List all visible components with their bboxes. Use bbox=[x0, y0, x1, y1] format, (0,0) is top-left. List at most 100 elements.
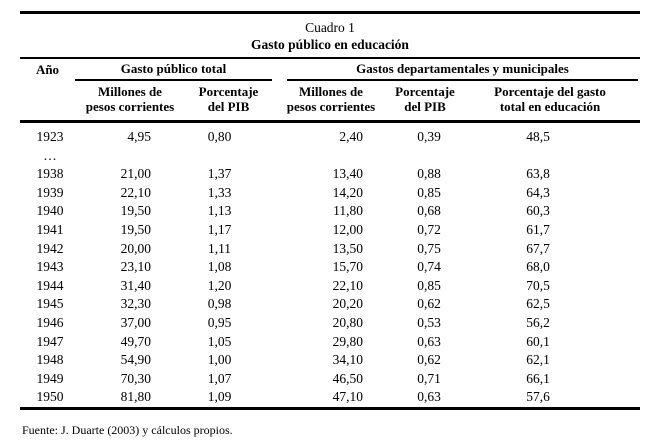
cell-dep-mun-millones: 15,70 bbox=[332, 259, 363, 275]
cell-year: 1943 bbox=[36, 259, 64, 275]
table-row: 1939 22,10 1,33 14,20 0,85 64,3 bbox=[20, 184, 640, 203]
cell-gasto-total-pib: 1,33 bbox=[207, 184, 232, 200]
table-row: … bbox=[20, 147, 640, 166]
cell-dep-mun-millones: 46,50 bbox=[332, 370, 363, 386]
cell-gasto-total-pib: 1,11 bbox=[207, 240, 232, 256]
cell-dep-mun-pib: 0,75 bbox=[417, 240, 441, 256]
cell-pct-gasto-educacion: 60,1 bbox=[526, 333, 550, 349]
column-header-year: Año bbox=[20, 59, 75, 123]
cell-gasto-total-millones bbox=[75, 147, 185, 166]
cell-pct-gasto-educacion: 61,7 bbox=[526, 221, 550, 237]
cell-year: 1950 bbox=[36, 389, 64, 405]
cell-gasto-total-pib: 1,20 bbox=[207, 277, 232, 293]
cell-gasto-total-millones: 19,50 bbox=[120, 221, 151, 237]
source-note: Fuente: J. Duarte (2003) y cálculos prop… bbox=[22, 422, 233, 437]
cell-pct-gasto-educacion: 63,8 bbox=[526, 166, 550, 182]
cell-dep-mun-millones: 47,10 bbox=[332, 389, 363, 405]
cell-dep-mun-pib: 0,85 bbox=[417, 277, 441, 293]
table-row: 1946 37,00 0,95 20,80 0,53 56,2 bbox=[20, 314, 640, 333]
sub-header-row: Millones de pesos corrientes Porcentaje … bbox=[20, 81, 641, 123]
cell-gasto-total-millones: 49,70 bbox=[120, 333, 151, 349]
cell-dep-mun-millones: 11,80 bbox=[333, 203, 363, 219]
table-row: 1950 81,80 1,09 47,10 0,63 57,6 bbox=[20, 388, 640, 408]
column-header-dm-millones: Millones de pesos corrientes bbox=[272, 81, 390, 123]
table-row: 1943 23,10 1,08 15,70 0,74 68,0 bbox=[20, 258, 640, 277]
cell-dep-mun-millones: 34,10 bbox=[332, 352, 363, 368]
table-body: 1923 4,95 0,80 2,40 0,39 48,5 … 1938 21,… bbox=[20, 122, 640, 409]
cell-pct-gasto-educacion: 62,5 bbox=[526, 296, 550, 312]
cell-dep-mun-millones: 29,80 bbox=[332, 333, 363, 349]
cell-dep-mun-pib: 0,71 bbox=[417, 370, 441, 386]
cell-year: 1938 bbox=[36, 166, 64, 182]
cell-gasto-total-pib: 1,08 bbox=[207, 259, 232, 275]
column-header-gt-millones: Millones de pesos corrientes bbox=[75, 81, 185, 123]
cell-pct-gasto-educacion: 48,5 bbox=[526, 129, 550, 144]
cell-year: 1947 bbox=[36, 333, 64, 349]
cell-dep-mun-pib: 0,63 bbox=[417, 333, 441, 349]
cell-gasto-total-millones: 4,95 bbox=[127, 129, 151, 144]
group-header-gasto-publico-total: Gasto público total bbox=[75, 59, 272, 81]
column-header-dm-pib: Porcentaje del PIB bbox=[390, 81, 460, 123]
table-row: 1944 31,40 1,20 22,10 0,85 70,5 bbox=[20, 277, 640, 296]
cell-dep-mun-pib: 0,39 bbox=[417, 129, 441, 144]
cell-year: 1949 bbox=[36, 370, 64, 386]
column-header-gt-pib: Porcentaje del PIB bbox=[185, 81, 272, 123]
cell-gasto-total-pib: 1,07 bbox=[207, 370, 232, 386]
cell-dep-mun-pib: 0,62 bbox=[417, 296, 441, 312]
cell-gasto-total-millones: 19,50 bbox=[120, 203, 151, 219]
cell-year: 1944 bbox=[36, 277, 64, 293]
cell-year: 1945 bbox=[36, 296, 64, 312]
cell-dep-mun-millones: 13,40 bbox=[332, 166, 363, 182]
cell-pct-gasto-educacion: 57,6 bbox=[526, 389, 550, 405]
cell-pct-gasto-educacion: 56,2 bbox=[526, 314, 550, 330]
cell-year: 1940 bbox=[36, 203, 64, 219]
cell-pct-gasto-educacion: 64,3 bbox=[526, 184, 550, 200]
cell-dep-mun-millones: 12,00 bbox=[332, 221, 363, 237]
cell-dep-mun-millones bbox=[272, 147, 390, 166]
cell-gasto-total-millones: 37,00 bbox=[120, 314, 151, 330]
cell-dep-mun-pib: 0,53 bbox=[417, 314, 441, 330]
cell-gasto-total-pib: 1,00 bbox=[207, 352, 232, 368]
cell-dep-mun-millones: 22,10 bbox=[332, 277, 363, 293]
table-number: Cuadro 1 bbox=[305, 20, 355, 35]
cell-dep-mun-millones: 20,20 bbox=[332, 296, 363, 312]
cell-dep-mun-pib: 0,68 bbox=[417, 203, 441, 219]
cell-pct-gasto-educacion: 68,0 bbox=[526, 259, 550, 275]
table-caption: Gasto público en educación bbox=[251, 37, 409, 52]
cell-gasto-total-pib: 1,17 bbox=[207, 221, 232, 237]
cell-year: 1948 bbox=[36, 352, 64, 368]
cell-dep-mun-pib bbox=[390, 147, 460, 166]
cell-pct-gasto-educacion: 70,5 bbox=[526, 277, 550, 293]
cell-dep-mun-millones: 14,20 bbox=[332, 184, 363, 200]
table-header: Año Gasto público total Gastos departame… bbox=[20, 59, 641, 123]
table-row: 1938 21,00 1,37 13,40 0,88 63,8 bbox=[20, 165, 640, 184]
cell-dep-mun-pib: 0,88 bbox=[417, 166, 441, 182]
cell-dep-mun-millones: 13,50 bbox=[332, 240, 363, 256]
table-row: 1948 54,90 1,00 34,10 0,62 62,1 bbox=[20, 351, 640, 370]
cell-gasto-total-pib: 1,09 bbox=[207, 389, 232, 405]
cell-gasto-total-millones: 22,10 bbox=[120, 184, 151, 200]
cell-dep-mun-pib: 0,62 bbox=[417, 352, 441, 368]
cell-dep-mun-pib: 0,72 bbox=[417, 221, 441, 237]
cuadro-1-table: Cuadro 1 Gasto público en educación Año … bbox=[20, 11, 641, 437]
cell-gasto-total-millones: 32,30 bbox=[120, 296, 151, 312]
cell-year: 1946 bbox=[36, 314, 64, 330]
table-row: 1945 32,30 0,98 20,20 0,62 62,5 bbox=[20, 295, 640, 314]
cell-pct-gasto-educacion: 60,3 bbox=[526, 203, 550, 219]
cell-gasto-total-pib: 1,13 bbox=[207, 203, 232, 219]
cell-pct-gasto-educacion: 62,1 bbox=[526, 352, 550, 368]
cell-pct-gasto-educacion: 66,1 bbox=[526, 370, 550, 386]
table-row: 1949 70,30 1,07 46,50 0,71 66,1 bbox=[20, 370, 640, 389]
cell-pct-gasto-educacion bbox=[460, 147, 640, 166]
cell-year: 1942 bbox=[36, 240, 64, 256]
cell-dep-mun-pib: 0,63 bbox=[417, 389, 441, 405]
cell-gasto-total-millones: 20,00 bbox=[120, 240, 151, 256]
cell-gasto-total-pib: 0,95 bbox=[207, 314, 232, 330]
cell-gasto-total-pib: 1,37 bbox=[207, 166, 232, 182]
table-title: Cuadro 1 Gasto público en educación bbox=[20, 14, 640, 59]
cell-dep-mun-millones: 20,80 bbox=[332, 314, 363, 330]
table-row: 1947 49,70 1,05 29,80 0,63 60,1 bbox=[20, 333, 640, 352]
table-row: 1941 19,50 1,17 12,00 0,72 61,7 bbox=[20, 221, 640, 240]
cell-gasto-total-millones: 81,80 bbox=[120, 389, 151, 405]
